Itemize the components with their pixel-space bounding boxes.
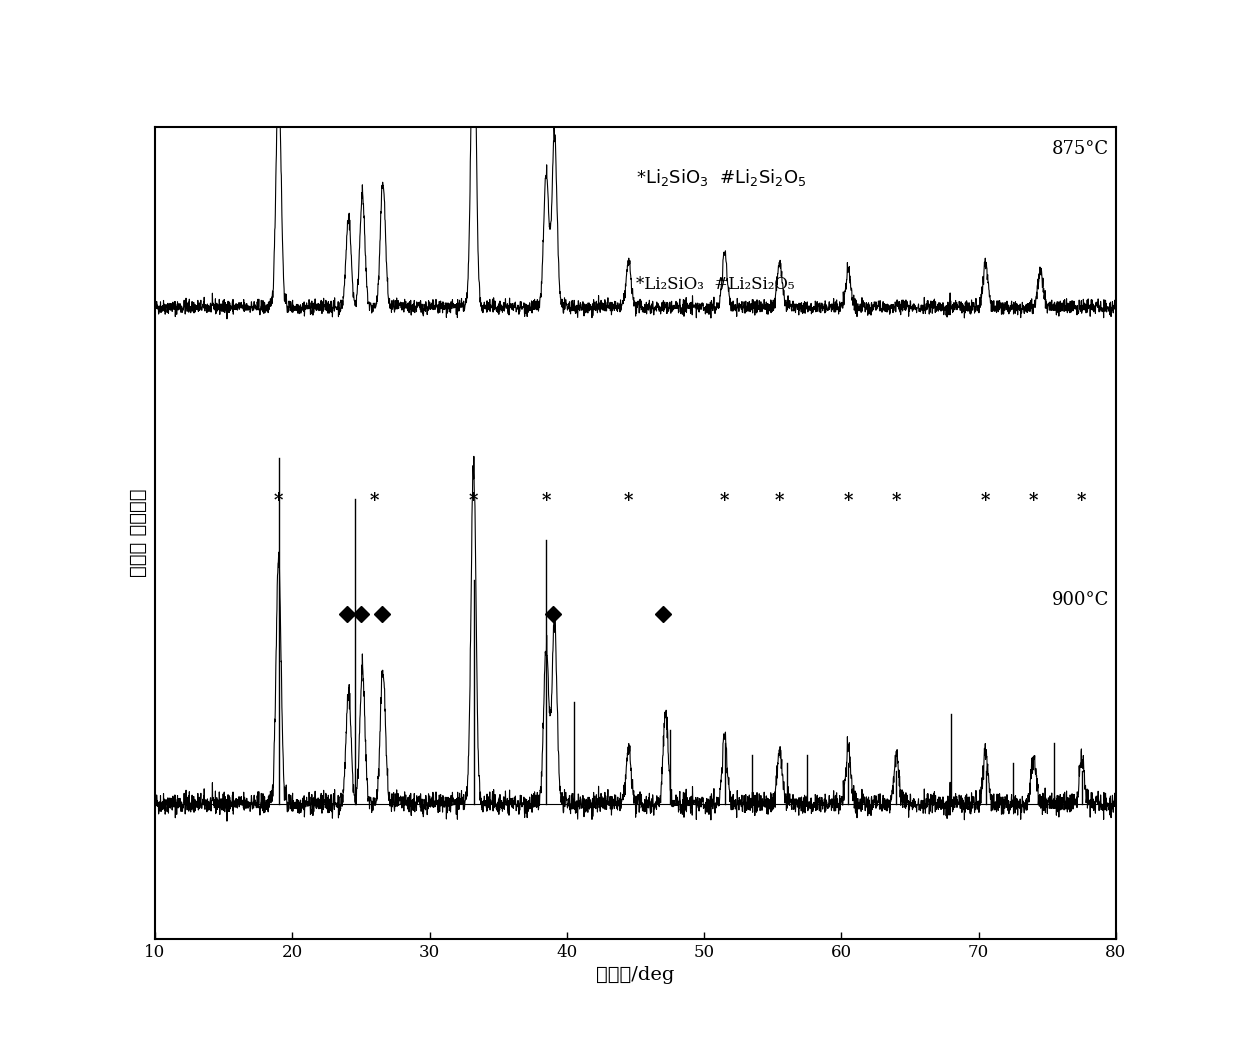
Y-axis label: 衄射峰 相对强度: 衄射峰 相对强度 xyxy=(130,488,148,577)
Text: $*\mathrm{Li_2SiO_3}$  $\#\mathrm{Li_2Si_2O_5}$: $*\mathrm{Li_2SiO_3}$ $\#\mathrm{Li_2Si_… xyxy=(635,168,806,188)
Text: *: * xyxy=(370,493,379,511)
Text: *: * xyxy=(892,493,901,511)
Text: *: * xyxy=(775,493,785,511)
Text: *: * xyxy=(843,493,853,511)
Text: *: * xyxy=(274,493,283,511)
Text: *: * xyxy=(720,493,729,511)
Text: *: * xyxy=(981,493,991,511)
Text: *: * xyxy=(624,493,634,511)
Text: 875°C: 875°C xyxy=(1052,140,1109,158)
Text: *: * xyxy=(542,493,551,511)
Text: *: * xyxy=(469,493,479,511)
X-axis label: 衄射角/deg: 衄射角/deg xyxy=(596,966,675,984)
Text: *Li₂SiO₃  #Li₂Si₂O₅: *Li₂SiO₃ #Li₂Si₂O₅ xyxy=(635,276,794,293)
Text: *: * xyxy=(1078,493,1086,511)
Text: 900°C: 900°C xyxy=(1052,592,1109,610)
Text: *: * xyxy=(1029,493,1038,511)
